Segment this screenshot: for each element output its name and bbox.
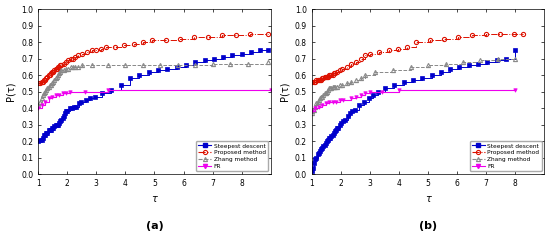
Y-axis label: P(τ): P(τ): [6, 82, 15, 101]
Y-axis label: P(τ): P(τ): [279, 82, 289, 101]
X-axis label: τ: τ: [425, 194, 431, 204]
Text: (a): (a): [146, 220, 163, 231]
Legend: Steepest descent, Proposed method, Zhang method, FR: Steepest descent, Proposed method, Zhang…: [470, 141, 542, 171]
Legend: Steepest descent, Proposed method, Zhang method, FR: Steepest descent, Proposed method, Zhang…: [196, 141, 268, 171]
Text: (b): (b): [419, 220, 437, 231]
X-axis label: τ: τ: [152, 194, 157, 204]
